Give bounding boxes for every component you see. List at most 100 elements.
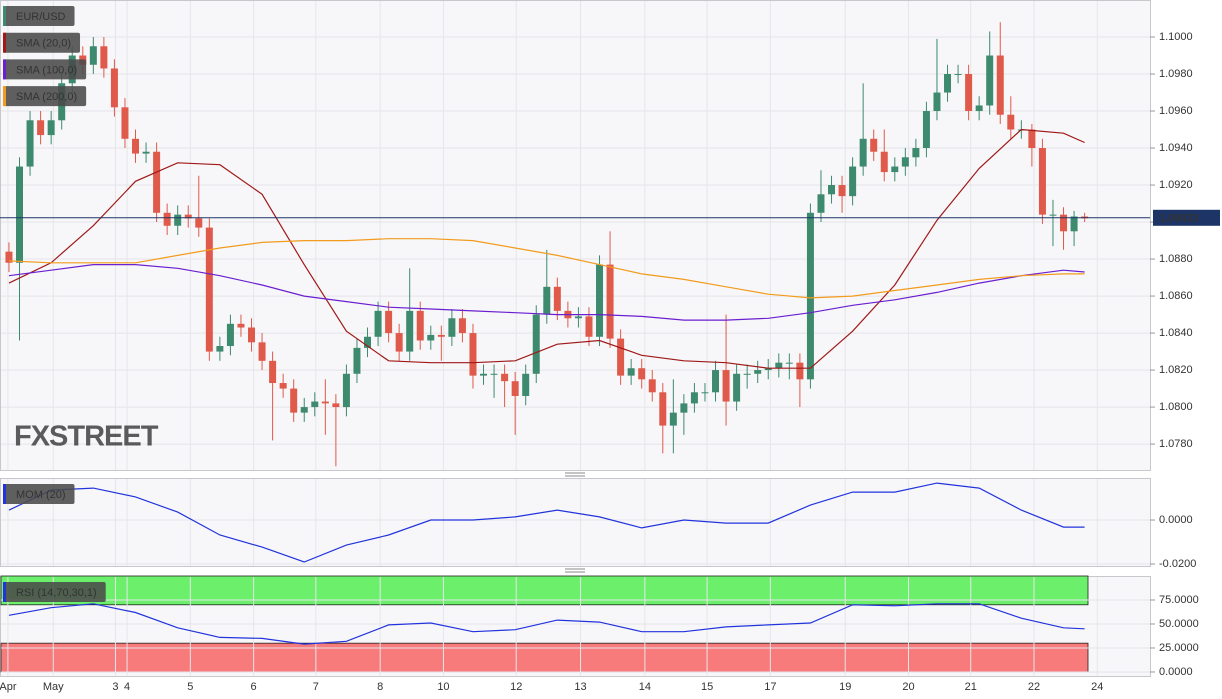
last-price-label: 1.09023 <box>1159 213 1199 225</box>
candle-body <box>870 138 878 152</box>
candle-body <box>522 373 530 396</box>
candle-body <box>828 185 836 195</box>
candle-body <box>901 157 909 167</box>
x-tick-label: 3 <box>112 681 118 693</box>
candle-body <box>37 120 45 136</box>
candle-body <box>1028 129 1036 149</box>
legend-box <box>3 484 75 504</box>
candle-body <box>364 336 372 348</box>
separator-grip <box>565 472 585 573</box>
candle-body <box>532 314 540 374</box>
candle-body <box>279 383 287 389</box>
candle-body <box>912 148 920 158</box>
x-tick-label: 21 <box>965 681 977 693</box>
legend-swatch <box>3 86 6 107</box>
candle-body <box>1049 214 1057 216</box>
candle-body <box>342 373 350 408</box>
legend-box <box>3 86 87 107</box>
candle-body <box>458 318 466 334</box>
x-tick-label: 20 <box>902 681 914 693</box>
series-line <box>8 482 1085 563</box>
candle-body <box>785 362 793 364</box>
legend-item: MOM (20) <box>3 484 75 504</box>
y-tick-label: 0.0000 <box>1159 514 1193 526</box>
y-tick-label: 25.0000 <box>1159 642 1199 654</box>
candle-body <box>395 333 403 352</box>
x-tick-label: 13 <box>574 681 586 693</box>
candle-body <box>258 342 266 361</box>
candle-body <box>553 286 561 311</box>
candle-body <box>142 151 150 154</box>
legend-label: RSI (14,70,30,1) <box>16 587 97 599</box>
candle-body <box>406 310 414 352</box>
legend-swatch <box>3 484 6 504</box>
y-tick-label: 1.0800 <box>1159 401 1193 413</box>
y-tick-label: -0.0200 <box>1159 558 1196 570</box>
y-tick-label: 1.0880 <box>1159 253 1193 265</box>
series-line <box>8 128 1085 369</box>
candle-body <box>501 373 509 382</box>
legend-label: SMA (100,0) <box>16 64 77 76</box>
candle-body <box>754 370 762 374</box>
candle-body <box>986 55 994 106</box>
candle-body <box>321 401 329 404</box>
candle-body <box>89 46 97 65</box>
candle-body <box>891 166 899 173</box>
candle-body <box>775 362 783 369</box>
legend-item: SMA (200,0) <box>3 86 87 107</box>
candle-body <box>47 120 55 136</box>
y-tick-label: 1.1000 <box>1159 31 1193 43</box>
candle-body <box>26 120 34 167</box>
candle-body <box>712 370 720 393</box>
legend-label: SMA (20,0) <box>16 38 71 50</box>
candle-body <box>1007 114 1015 130</box>
candle-body <box>5 251 13 263</box>
candle-body <box>416 310 424 341</box>
candle-body <box>574 316 582 319</box>
x-tick-label: 14 <box>639 681 651 693</box>
candle-body <box>922 111 930 149</box>
candle-body <box>638 368 646 380</box>
candle-body <box>121 107 129 139</box>
legend-box <box>3 6 75 26</box>
candle-body <box>216 346 224 352</box>
candle-body <box>944 74 952 93</box>
y-tick-label: 1.0960 <box>1159 105 1193 117</box>
legend-label: SMA (200,0) <box>16 91 77 103</box>
x-tick-label: Apr <box>0 681 17 693</box>
series-line <box>8 603 1085 645</box>
candle-body <box>690 392 698 404</box>
legend-swatch <box>3 582 6 602</box>
candle-body <box>743 373 751 375</box>
candle-body <box>353 347 361 374</box>
candle-body <box>205 227 213 352</box>
candle-body <box>311 401 319 408</box>
x-tick-label: 6 <box>251 681 257 693</box>
candle-body <box>617 338 625 376</box>
legend-item: EUR/USD <box>3 6 75 26</box>
x-tick-label: May <box>43 681 64 693</box>
candle-body <box>132 138 140 154</box>
panel-background <box>0 478 1151 567</box>
candle-body <box>153 151 161 213</box>
candle-body <box>110 68 118 108</box>
legend-label: EUR/USD <box>16 11 66 23</box>
series-line <box>8 238 1085 299</box>
candle-body <box>764 368 772 371</box>
y-tick-label: 75.0000 <box>1159 594 1199 606</box>
candle-body <box>796 362 804 380</box>
candle-body <box>1060 214 1068 232</box>
candle-body <box>806 212 814 380</box>
legend-item: SMA (100,0) <box>3 59 87 80</box>
candle-body <box>733 373 741 402</box>
legend-swatch <box>3 32 6 53</box>
candle-body <box>965 74 973 112</box>
candle-body <box>606 264 614 339</box>
candle-body <box>269 360 277 384</box>
legend-box <box>3 32 81 53</box>
candle-body <box>448 318 456 337</box>
legend-box <box>3 582 106 602</box>
x-tick-label: 4 <box>124 681 130 693</box>
